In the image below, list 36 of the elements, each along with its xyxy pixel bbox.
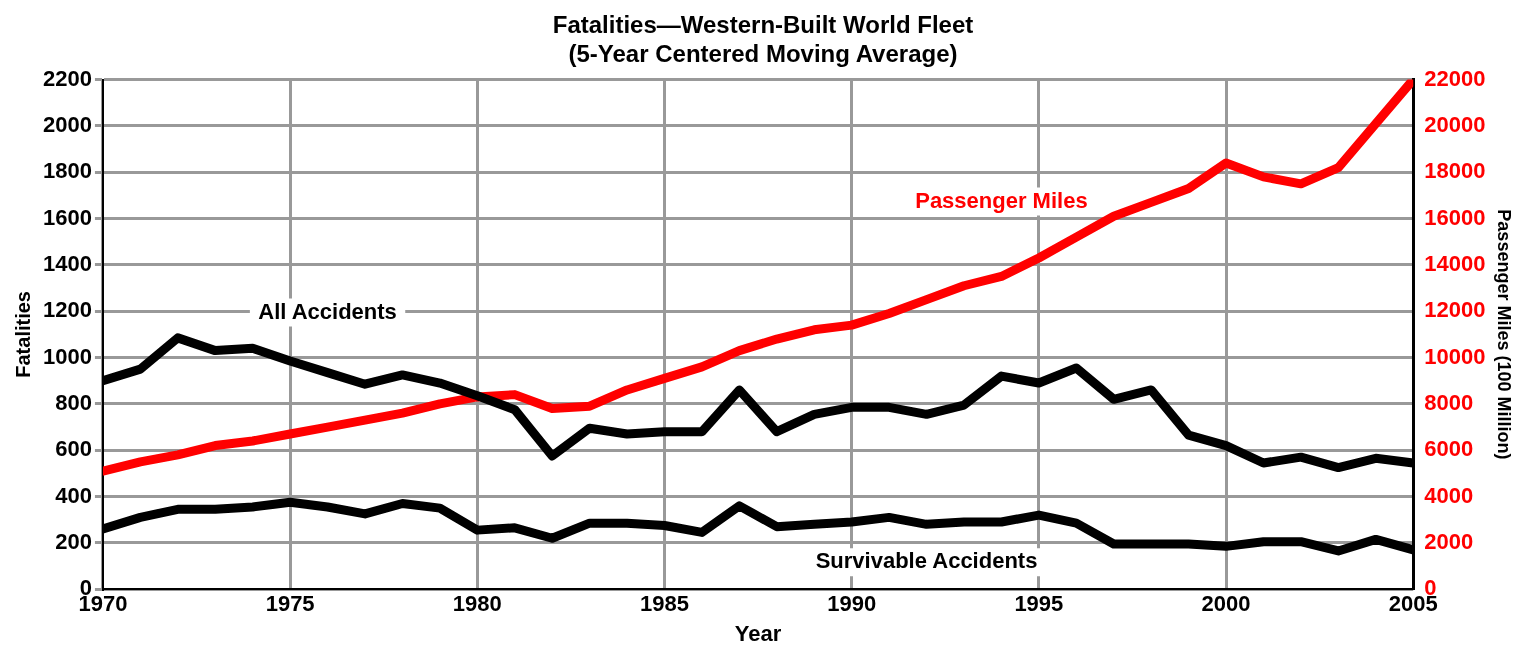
series-label: Passenger Miles (915, 187, 1088, 213)
y2-tick-label: 20000 (1424, 111, 1486, 137)
y-tick-label: 600 (55, 436, 92, 462)
x-tick-label: 1980 (452, 591, 502, 617)
y2-tick-label: 22000 (1424, 65, 1486, 91)
y2-tick-label: 4000 (1424, 482, 1474, 508)
y2-tick-label: 16000 (1424, 204, 1486, 230)
x-tick-label: 1990 (827, 591, 877, 617)
x-axis-title: Year (734, 620, 782, 646)
y2-tick-label: 6000 (1424, 436, 1474, 462)
x-tick-label: 1975 (265, 591, 315, 617)
y-tick-label: 1400 (42, 250, 92, 276)
x-tick-label: 1995 (1014, 591, 1064, 617)
y-tick-label: 800 (55, 389, 92, 415)
y2-tick-label: 10000 (1424, 343, 1486, 369)
series-label: All Accidents (258, 298, 397, 324)
y2-tick-label: 12000 (1424, 297, 1486, 323)
y-tick-label: 200 (55, 528, 92, 554)
y-tick-label: 1800 (42, 158, 92, 184)
y2-tick-label: 2000 (1424, 528, 1474, 554)
series-label: Survivable Accidents (815, 548, 1038, 574)
y2-tick-label: 18000 (1424, 158, 1486, 184)
x-tick-label: 1985 (640, 591, 689, 617)
y-axis-title: Fatalities (11, 291, 34, 378)
y-tick-label: 1200 (42, 297, 92, 323)
y-tick-label: 2200 (42, 65, 92, 91)
y-tick-label: 1600 (42, 204, 92, 230)
y-tick-label: 400 (55, 482, 92, 508)
y2-tick-label: 14000 (1424, 250, 1486, 276)
y2-tick-label: 8000 (1424, 389, 1474, 415)
y-tick-label: 2000 (42, 111, 92, 137)
x-tick-label: 2000 (1201, 591, 1251, 617)
chart-subtitle: (5-Year Centered Moving Average) (568, 39, 958, 67)
y-tick-label: 1000 (42, 343, 92, 369)
y2-axis-title: Passenger Miles (100 Million) (1494, 209, 1515, 460)
chart-title: Fatalities—Western-Built World Fleet (552, 11, 974, 39)
